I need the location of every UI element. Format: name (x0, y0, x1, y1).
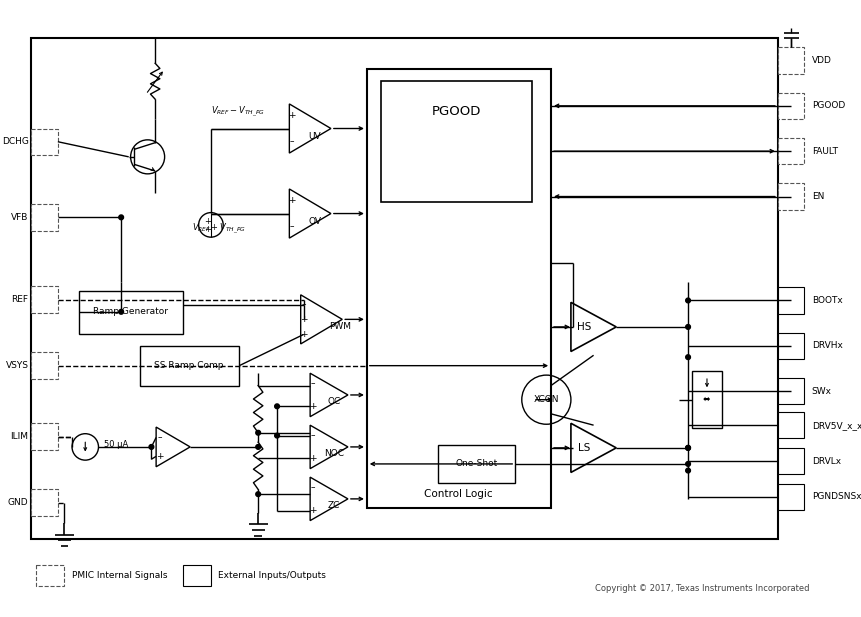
Text: DRV5V_x_x: DRV5V_x_x (811, 421, 861, 429)
Circle shape (684, 462, 690, 466)
Text: Control Logic: Control Logic (424, 489, 492, 499)
Text: PWM: PWM (329, 323, 350, 331)
Text: –: – (310, 483, 315, 492)
Text: ILIM: ILIM (10, 432, 28, 441)
Bar (437, 445, 515, 483)
Text: BOOTx: BOOTx (811, 296, 842, 305)
Bar (777, 93, 803, 119)
Bar (31, 489, 58, 516)
Text: HS: HS (576, 322, 591, 332)
Text: External Inputs/Outputs: External Inputs/Outputs (217, 571, 325, 580)
Text: –: – (289, 222, 294, 231)
Bar (31, 352, 58, 379)
Bar (31, 423, 58, 450)
Text: Ramp Generator: Ramp Generator (93, 307, 168, 317)
Bar (139, 346, 239, 386)
Text: –: – (158, 433, 162, 442)
Text: LS: LS (577, 443, 590, 453)
Bar (381, 81, 531, 202)
Text: –: – (310, 379, 315, 388)
Bar (777, 484, 803, 510)
Bar (31, 204, 58, 231)
Text: 50 µA: 50 µA (104, 439, 128, 449)
Bar (36, 565, 65, 586)
Bar (78, 291, 183, 334)
Bar (777, 378, 803, 404)
Bar (31, 38, 777, 539)
Text: OC: OC (327, 397, 340, 406)
Text: OV: OV (308, 217, 321, 226)
Text: PGNDSNSx: PGNDSNSx (811, 492, 860, 502)
Text: ZC: ZC (327, 501, 339, 510)
Bar (777, 48, 803, 73)
Bar (367, 69, 550, 508)
Text: VFB: VFB (11, 213, 28, 222)
Text: –: – (301, 300, 306, 308)
Bar (777, 333, 803, 359)
Circle shape (119, 310, 123, 314)
Text: PGOOD: PGOOD (431, 105, 480, 118)
Text: FAULT: FAULT (811, 147, 837, 155)
Text: DRVHx: DRVHx (811, 341, 842, 350)
Circle shape (149, 445, 153, 449)
Circle shape (256, 445, 260, 449)
Text: +: + (203, 225, 210, 234)
Circle shape (275, 433, 279, 438)
Bar (777, 448, 803, 474)
Text: ⬌: ⬌ (703, 395, 710, 404)
Text: –: – (289, 137, 294, 146)
Text: NOC: NOC (324, 449, 344, 458)
Bar (777, 183, 803, 210)
Text: PGOOD: PGOOD (811, 101, 844, 110)
Circle shape (684, 355, 690, 360)
Text: One-Shot: One-Shot (455, 460, 497, 468)
Bar (777, 138, 803, 164)
Text: SWx: SWx (811, 387, 831, 395)
Text: +: + (300, 330, 307, 339)
Circle shape (684, 468, 690, 473)
Circle shape (256, 431, 260, 435)
Text: $V_{REF} + V_{TH\_PG}$: $V_{REF} + V_{TH\_PG}$ (192, 222, 245, 236)
Text: +: + (156, 452, 164, 461)
Circle shape (684, 445, 690, 450)
Text: +: + (300, 315, 307, 324)
Circle shape (684, 298, 690, 303)
Text: XCON: XCON (533, 395, 559, 404)
Text: DCHG: DCHG (2, 137, 28, 146)
Circle shape (684, 325, 690, 329)
Bar (777, 412, 803, 439)
Bar (691, 371, 722, 428)
Circle shape (119, 215, 123, 220)
Text: +: + (288, 196, 295, 205)
Circle shape (275, 404, 279, 408)
Text: DRVLx: DRVLx (811, 457, 840, 466)
Text: GND: GND (8, 498, 28, 507)
Circle shape (684, 445, 690, 450)
Text: +: + (309, 453, 316, 463)
Text: +: + (203, 217, 210, 226)
Text: SS Ramp Comp: SS Ramp Comp (154, 361, 224, 370)
Text: –: – (310, 431, 315, 440)
Bar (183, 565, 211, 586)
Bar (31, 286, 58, 313)
Text: +: + (288, 111, 295, 120)
Text: +: + (309, 402, 316, 411)
Text: VDD: VDD (811, 56, 831, 65)
Text: +: + (309, 506, 316, 515)
Text: VSYS: VSYS (5, 361, 28, 370)
Text: UV: UV (308, 131, 321, 141)
Text: Copyright © 2017, Texas Instruments Incorporated: Copyright © 2017, Texas Instruments Inco… (594, 584, 808, 593)
Circle shape (256, 492, 260, 497)
Text: $V_{REF} - V_{TH\_PG}$: $V_{REF} - V_{TH\_PG}$ (211, 104, 264, 118)
Bar (777, 288, 803, 313)
Text: EN: EN (811, 192, 823, 201)
Text: REF: REF (11, 295, 28, 304)
Bar (31, 128, 58, 155)
Text: PMIC Internal Signals: PMIC Internal Signals (72, 571, 167, 580)
